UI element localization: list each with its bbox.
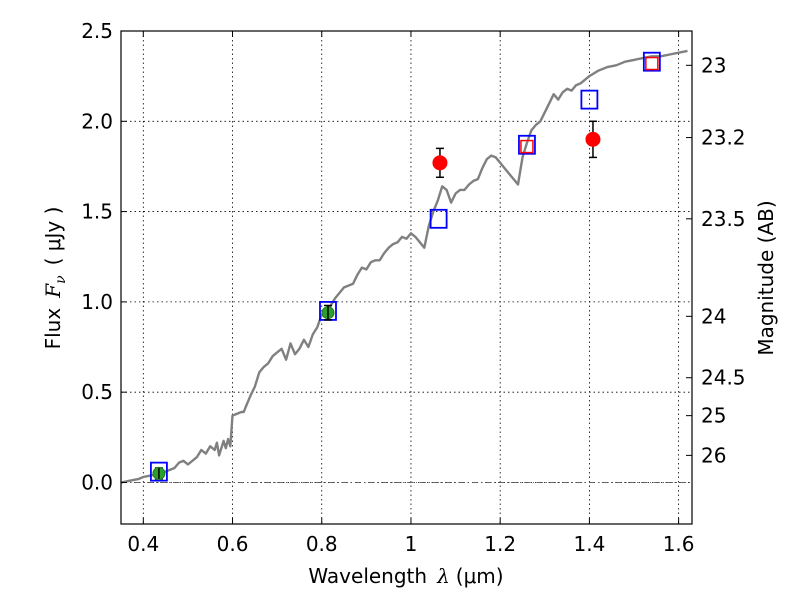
small-red-square <box>645 56 659 71</box>
y2-tick-label: 26 <box>701 443 726 467</box>
y2-tick-label: 24.5 <box>701 366 746 390</box>
x-tick-label: 0.8 <box>306 532 338 556</box>
x-axis-label: Wavelength λ (μm) <box>308 564 503 588</box>
y2-tick-label: 23 <box>701 53 726 77</box>
y2-axis-label: Magnitude (AB) <box>754 200 778 355</box>
sed-model-line <box>120 49 688 484</box>
y-tick-label: 1.5 <box>81 200 113 224</box>
model-photometry-square <box>580 89 599 110</box>
x-tick-label: 1.4 <box>573 532 605 556</box>
y-tick-label: 0.5 <box>81 380 113 404</box>
model-photometry-square <box>642 51 661 72</box>
y2-tick-label: 25 <box>701 404 726 428</box>
y2-tick-label: 23.2 <box>701 126 746 150</box>
x-tick-label: 1.6 <box>663 532 695 556</box>
y-tick-label: 2.5 <box>81 19 113 43</box>
model-photometry-square <box>429 208 448 229</box>
x-tick-label: 0.6 <box>217 532 249 556</box>
observed-point <box>432 155 448 171</box>
y2-tick-label: 24 <box>701 304 726 328</box>
x-tick-label: 1.2 <box>484 532 516 556</box>
model-photometry-square <box>150 461 168 482</box>
plot-frame <box>120 30 693 525</box>
x-tick-label: 0.4 <box>127 532 159 556</box>
axis-ticks: 0.4 0.6 0.8 1 1.2 1.4 1.6 0.0 0.5 1.0 1.5 2.0 2.5 23 2… <box>81 19 745 556</box>
y-tick-label: 2.0 <box>81 109 113 133</box>
y-tick-label: 1.0 <box>81 290 113 314</box>
y-tick-label: 0.0 <box>81 470 113 494</box>
model-photometry-square <box>518 134 536 155</box>
observed-point <box>585 131 601 147</box>
y2-tick-label: 23.5 <box>701 207 746 231</box>
y-axis-label: FluxFν( μJy ) <box>41 207 69 350</box>
small-red-square <box>520 139 534 154</box>
plot-marks <box>120 49 688 484</box>
x-tick-label: 1 <box>405 532 418 556</box>
